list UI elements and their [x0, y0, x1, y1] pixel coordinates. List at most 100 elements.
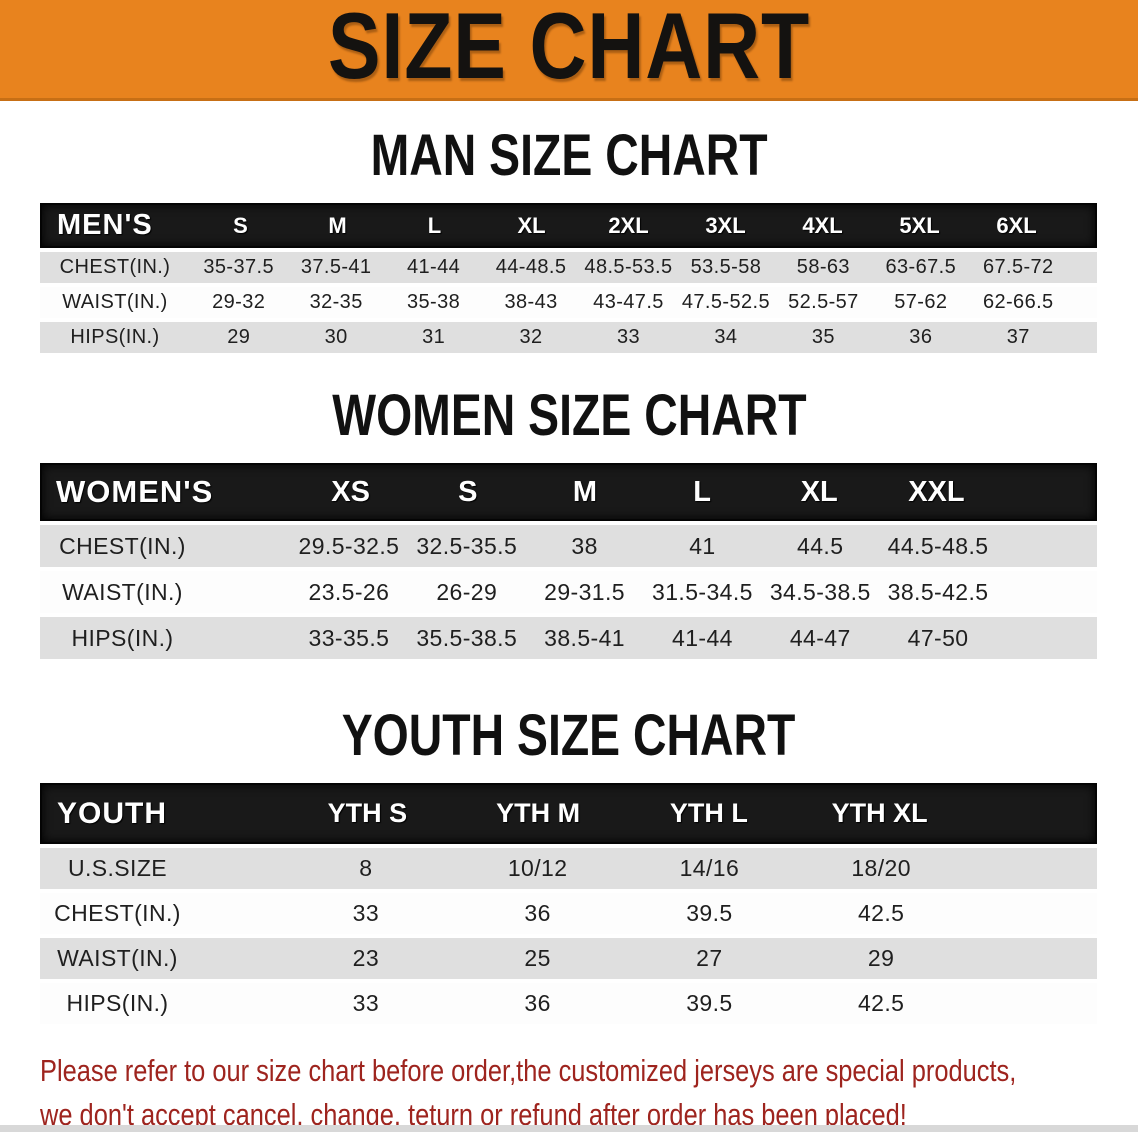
mens-table-header-row: MEN'S S M L XL 2XL 3XL 4XL 5XL 6XL — [40, 203, 1097, 248]
size-value-cell: 29-32 — [212, 291, 266, 313]
measurement-label: CHEST(IN.) — [59, 532, 186, 559]
measurement-label: U.S.SIZE — [67, 855, 168, 881]
size-value-cell: 30 — [324, 326, 348, 348]
size-value-cell: 14/16 — [679, 855, 740, 881]
table-row: WAIST(IN.) 29-32 32-35 35-38 38-43 43-47.5 47.… — [40, 287, 1097, 318]
size-column-header: S — [458, 475, 478, 508]
size-value-cell: 32 — [519, 326, 543, 348]
size-value-cell: 32.5-35.5 — [416, 532, 518, 559]
table-row: U.S.SIZE 8 10/12 14/16 18/20 — [40, 848, 1097, 889]
size-value-cell: 34 — [714, 326, 738, 348]
size-value-cell: 33 — [616, 326, 641, 348]
size-value-cell: 38.5-41 — [544, 624, 625, 651]
table-row: CHEST(IN.) 35-37.5 37.5-41 41-44 44-48.5 48.5… — [40, 252, 1097, 283]
table-corner-label: MEN'S — [57, 209, 153, 241]
size-column-header: 5XL — [899, 212, 940, 238]
measurement-label: CHEST(IN.) — [59, 256, 171, 278]
size-value-cell: 53.5-58 — [690, 256, 762, 278]
size-value-cell: 25 — [524, 945, 551, 971]
size-value-cell: 23.5-26 — [308, 578, 390, 605]
size-value-cell: 48.5-53.5 — [584, 256, 673, 278]
size-value-cell: 29 — [867, 945, 895, 971]
size-value-cell: 33 — [352, 900, 380, 926]
size-value-cell: 44.5-48.5 — [887, 532, 989, 559]
size-column-header: L — [693, 475, 711, 508]
size-value-cell: 31.5-34.5 — [652, 578, 753, 605]
table-corner-label: YOUTH — [57, 796, 167, 830]
size-value-cell: 62-66.5 — [982, 291, 1054, 313]
size-value-cell: 57-62 — [894, 291, 948, 313]
youth-section-heading-text: YOUTH SIZE CHART — [342, 703, 796, 768]
size-value-cell: 38-43 — [504, 291, 558, 313]
size-value-cell: 35-37.5 — [203, 256, 275, 278]
bottom-edge-strip — [0, 1125, 1138, 1132]
size-value-cell: 29-31.5 — [544, 578, 625, 605]
youth-table-header-row: YOUTH YTH S YTH M YTH L YTH XL — [40, 783, 1097, 844]
size-value-cell: 10/12 — [507, 855, 568, 881]
size-value-cell: 34.5-38.5 — [769, 578, 871, 605]
size-value-cell: 43-47.5 — [593, 291, 664, 313]
mens-size-table: MEN'S S M L XL 2XL 3XL 4XL 5XL 6XL CHEST(IN.) 35-3… — [40, 203, 1097, 353]
table-row: CHEST(IN.) 33 36 39.5 42.5 — [40, 893, 1097, 934]
size-value-cell: 42.5 — [857, 900, 905, 926]
page-title: SIZE CHART — [327, 0, 811, 98]
measurement-label: HIPS(IN.) — [70, 326, 160, 348]
measurement-label: WAIST(IN.) — [57, 945, 178, 971]
size-value-cell: 41 — [689, 532, 716, 559]
size-value-cell: 37 — [1006, 326, 1030, 348]
measurement-label: HIPS(IN.) — [71, 624, 174, 651]
measurement-label: WAIST(IN.) — [62, 578, 183, 605]
measurement-label: CHEST(IN.) — [54, 900, 181, 926]
size-value-cell: 8 — [359, 855, 373, 881]
size-value-cell: 35-38 — [407, 291, 461, 313]
measurement-label: WAIST(IN.) — [62, 291, 168, 313]
size-value-cell: 27 — [696, 945, 723, 971]
size-value-cell: 33-35.5 — [308, 624, 390, 651]
size-column-header: YTH XL — [831, 798, 928, 828]
size-column-header: L — [427, 212, 442, 238]
table-row: WAIST(IN.) 23 25 27 29 — [40, 938, 1097, 979]
disclaimer-text: Please refer to our size chart before or… — [40, 1049, 1138, 1137]
size-column-header: XL — [800, 475, 838, 508]
size-value-cell: 47.5-52.5 — [681, 291, 770, 313]
size-value-cell: 38 — [571, 532, 598, 559]
size-value-cell: 35 — [811, 326, 835, 348]
size-value-cell: 41-44 — [672, 624, 733, 651]
size-column-header: YTH L — [669, 798, 748, 828]
size-value-cell: 37.5-41 — [300, 256, 372, 278]
women-section-heading-text: WOMEN SIZE CHART — [331, 383, 807, 448]
size-value-cell: 44.5 — [797, 532, 844, 559]
man-section-heading: MAN SIZE CHART — [0, 123, 1138, 188]
size-column-header: XS — [331, 475, 370, 508]
size-value-cell: 36 — [524, 990, 551, 1016]
womens-size-table: WOMEN'S XS S M L XL XXL CHEST(IN.) 29.5-32.5 32.… — [40, 463, 1097, 659]
size-column-header: S — [233, 212, 248, 238]
size-chart-banner: SIZE CHART — [0, 0, 1138, 101]
size-value-cell: 32-35 — [309, 291, 363, 313]
womens-table-header-row: WOMEN'S XS S M L XL XXL — [40, 463, 1097, 521]
size-value-cell: 35.5-38.5 — [416, 624, 518, 651]
size-value-cell: 47-50 — [907, 624, 969, 651]
women-section-heading: WOMEN SIZE CHART — [0, 383, 1138, 448]
size-column-header: XXL — [908, 475, 965, 508]
size-value-cell: 44-47 — [789, 624, 851, 651]
size-value-cell: 29 — [227, 326, 251, 348]
size-value-cell: 67.5-72 — [982, 256, 1054, 278]
size-value-cell: 38.5-42.5 — [887, 578, 989, 605]
table-row: CHEST(IN.) 29.5-32.5 32.5-35.5 38 41 44.5 44.5… — [40, 525, 1097, 567]
size-value-cell: 63-67.5 — [885, 256, 957, 278]
size-column-header: 4XL — [802, 212, 843, 238]
table-row: HIPS(IN.) 29 30 31 32 33 34 35 36 37 — [40, 322, 1097, 353]
size-value-cell: 26-29 — [436, 578, 498, 605]
man-section-heading-text: MAN SIZE CHART — [370, 123, 768, 188]
size-value-cell: 39.5 — [686, 900, 733, 926]
size-column-header: YTH S — [327, 798, 408, 828]
size-column-header: 6XL — [996, 212, 1037, 238]
size-value-cell: 18/20 — [851, 855, 911, 881]
size-column-header: M — [572, 475, 597, 508]
size-value-cell: 42.5 — [857, 990, 905, 1016]
size-column-header: 2XL — [608, 212, 649, 238]
size-column-header: 3XL — [705, 212, 746, 238]
table-row: HIPS(IN.) 33-35.5 35.5-38.5 38.5-41 41-44 44-… — [40, 617, 1097, 659]
size-value-cell: 29.5-32.5 — [298, 532, 400, 559]
